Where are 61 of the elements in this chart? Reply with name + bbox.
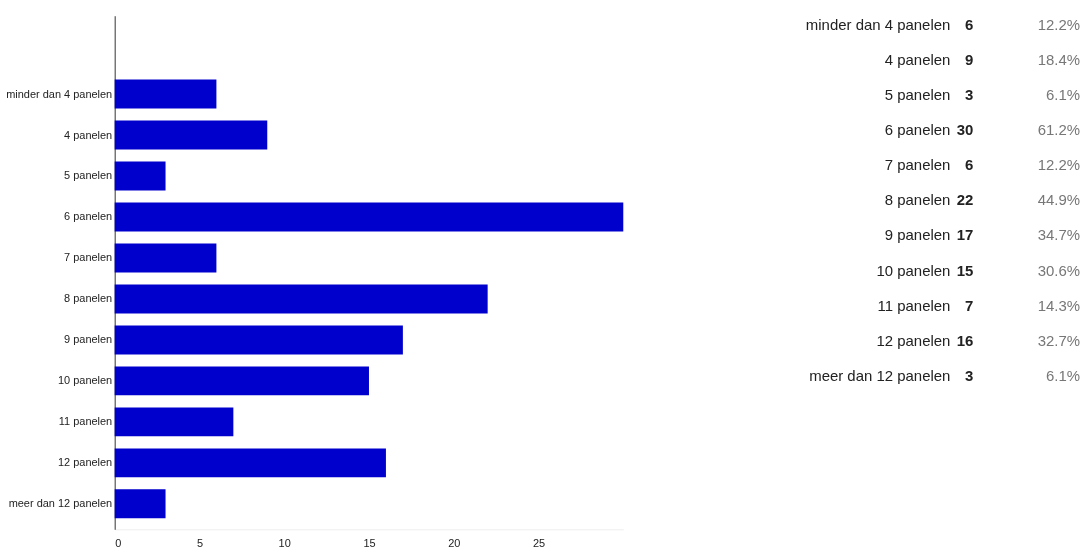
data-label: 12.2% [1037,15,1081,33]
y-tick-label: 4 panelen [64,128,113,141]
category-label: meer dan 12 panelen [809,366,951,384]
bar [114,284,488,314]
y-tick-label: 11 panelen [58,415,113,428]
category-label: 11 panelen [877,296,951,314]
data-label: 61.2% [1037,121,1081,139]
x-tick-label: 0 [115,536,122,549]
bar [114,325,403,355]
bar [114,366,369,396]
bar [114,448,386,478]
data-label: 18.4% [1037,50,1081,68]
data-label: 32.7% [1037,331,1081,349]
data-label: 30.6% [1037,261,1081,279]
data-label: 44.9% [1037,191,1081,209]
bar [114,202,624,232]
data-label: 7 [965,296,974,314]
data-label: 17 [956,226,974,244]
category-label: 5 panelen [884,86,951,104]
data-label: 16 [956,331,974,349]
data-label: 9 [965,50,974,68]
data-label: 3 [965,366,974,384]
bar [114,407,234,437]
data-label: 6.1% [1045,366,1081,384]
data-label: 6 [965,15,974,33]
category-label: 10 panelen [876,261,951,279]
data-label: 22 [956,191,974,209]
category-label: 12 panelen [876,331,951,349]
data-label: 3 [965,86,974,104]
y-tick-label: 12 panelen [57,456,113,469]
x-tick-label: 25 [532,536,546,549]
category-label: minder dan 4 panelen [805,15,951,33]
x-tick-label: 10 [278,536,291,549]
bar [114,79,217,109]
data-label: 6.1% [1045,86,1081,104]
y-tick-label: minder dan 4 panelen [6,87,113,100]
data-label: 12.2% [1037,156,1081,174]
data-label: 6 [965,156,974,174]
x-tick-label: 5 [196,536,203,549]
category-label: 6 panelen [884,121,951,139]
data-label: 30 [956,121,974,139]
data-label: 14.3% [1037,296,1081,314]
data-label: 15 [956,261,974,279]
category-label: 7 panelen [884,156,951,174]
data-label: 34.7% [1037,226,1081,244]
y-tick-label: 10 panelen [57,374,113,387]
bar [114,489,166,519]
y-tick-label: 9 panelen [64,333,113,346]
bar [114,161,166,191]
y-tick-label: 5 panelen [64,169,113,182]
category-label: 8 panelen [884,191,951,209]
bar [114,120,268,150]
category-label: 9 panelen [884,226,951,244]
y-tick-label: 6 panelen [64,210,113,223]
y-tick-label: meer dan 12 panelen [8,497,113,510]
y-tick-label: 7 panelen [64,251,113,264]
y-tick-label: 8 panelen [64,292,113,305]
x-tick-label: 15 [363,536,376,549]
category-label: 4 panelen [884,50,951,68]
bar [114,243,217,273]
x-tick-label: 20 [448,536,461,549]
